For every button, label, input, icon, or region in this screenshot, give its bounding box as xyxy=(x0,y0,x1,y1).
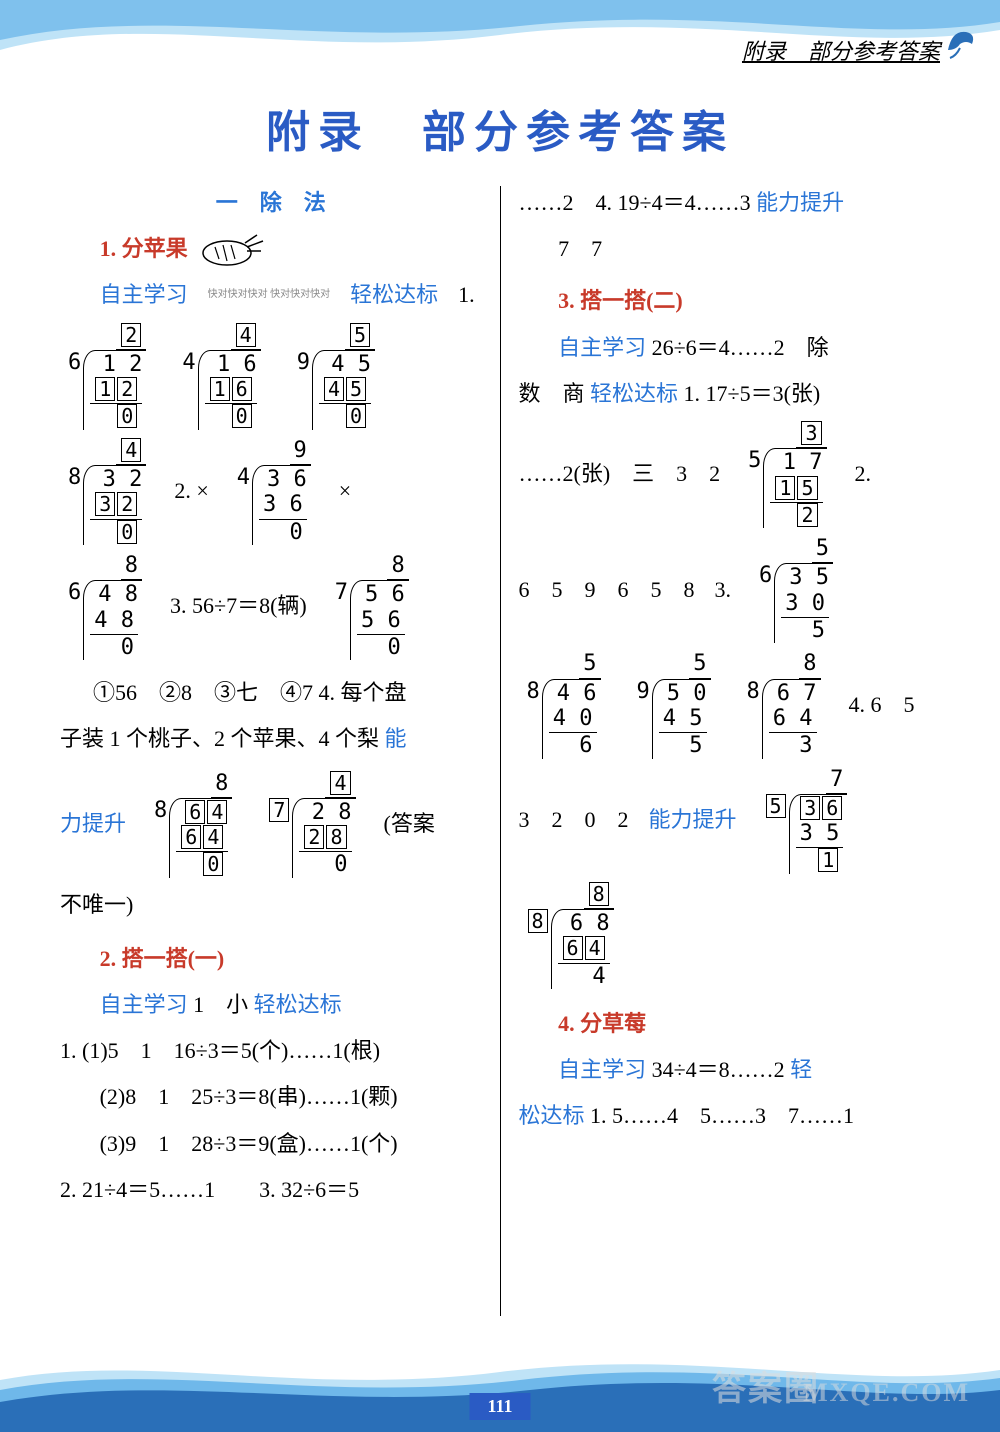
unit-title: 一 除 法 xyxy=(60,180,482,226)
bird-icon xyxy=(942,20,978,60)
r-nlts-1: 能力提升 xyxy=(756,190,844,215)
s2-a: 1 小 xyxy=(193,992,248,1017)
s3-a: 26÷6＝4……2 除 xyxy=(652,335,829,360)
q3-label: 3. xyxy=(715,567,732,613)
s4-a: 34÷4＝8……2 xyxy=(652,1057,785,1082)
label-zizhu-1: 自主学习 xyxy=(100,272,188,318)
q4-r: 4. 6 5 xyxy=(849,682,915,728)
longdiv-row-2: 483 2320 2. × 943 63 60 × xyxy=(60,434,482,549)
long-division: 8864640 xyxy=(154,771,232,878)
x2-text: × xyxy=(339,468,351,514)
r-nlts-2: 能力提升 xyxy=(649,797,737,843)
r-line2: 7 7 xyxy=(519,226,941,272)
s2-line4: 2. 21÷4＝5……1 3. 32÷6＝5 xyxy=(60,1167,482,1213)
r-line1: ……2 4. 19÷4＝4……3 xyxy=(519,190,751,215)
section-4-title: 4. 分草莓 xyxy=(558,1011,646,1036)
long-division: 472 8280 xyxy=(268,771,355,878)
long-division: 563 53 05 xyxy=(759,536,833,643)
r-row-nums: 6 5 9 6 5 8 3. 563 53 05 xyxy=(519,532,941,647)
q4-text-a: 4. 每个盘 xyxy=(319,680,407,705)
q4-text-b: 子装 1 个桃子、2 个苹果、4 个梨 xyxy=(60,726,379,751)
row-nums: 6 5 9 6 5 8 xyxy=(519,567,695,613)
longdiv-row-3: 864 84 80 3. 56÷7＝8(辆) 875 65 60 xyxy=(60,549,482,664)
row2-nums: 3 2 0 2 xyxy=(519,797,629,843)
not-unique: 不唯一) xyxy=(60,882,482,928)
watermark-text-2: MXQE.COM xyxy=(803,1378,970,1408)
long-division: 441 6160 xyxy=(182,323,260,430)
q2-tail: 2. xyxy=(855,451,872,497)
long-division: 584 64 06 xyxy=(527,651,601,758)
page-title: 附录 部分参考答案 xyxy=(266,96,734,160)
section-2-title: 2. 搭一搭(一) xyxy=(100,946,225,971)
label-zizhu-4: 自主学习 xyxy=(558,1057,646,1082)
qr-placeholder: 快对快对快对 快对快对快对 xyxy=(208,290,331,300)
label-qingsong-2: 轻松达标 xyxy=(254,992,342,1017)
s2-line2: (2)8 1 25÷3＝8(串)……1(颗) xyxy=(60,1074,482,1120)
long-division: 483 2320 xyxy=(68,438,146,545)
label-qingsong-3: 轻松达标 xyxy=(590,381,678,406)
r-row-div5: 886 8644 xyxy=(519,878,941,993)
section-3-title: 3. 搭一搭(二) xyxy=(558,288,683,313)
long-division: 875 65 60 xyxy=(335,553,409,660)
left-column: 一 除 法 1. 分苹果 自主学习 快对快对快对 快对快对快对 轻松达标 1. … xyxy=(60,180,500,1322)
s3-c: ……2(张) 三 3 2 xyxy=(519,451,721,497)
long-division: 886 8644 xyxy=(527,882,614,989)
s3-q1: 1. 17÷5＝3(张) xyxy=(684,381,821,406)
s3-b: 数 商 xyxy=(519,381,585,406)
r-row-div3: 584 64 06 595 04 55 886 76 43 4. 6 5 xyxy=(519,647,941,762)
label-songdabiao: 松达标 xyxy=(519,1103,585,1128)
s2-line1: 1. (1)5 1 16÷3＝5(个)……1(根) xyxy=(60,1028,482,1074)
q1-label: 1. xyxy=(458,272,475,318)
label-zizhu-3: 自主学习 xyxy=(558,335,646,360)
section-1-title: 1. 分苹果 xyxy=(100,236,188,261)
circled-answers: ①56 ②8 ③七 ④7 xyxy=(93,680,313,705)
longdiv-row-1: 261 2120 441 6160 594 5450 xyxy=(60,319,482,434)
r-row-div1: ……2(张) 三 3 2 351 7152 2. xyxy=(519,417,941,532)
page-number: 111 xyxy=(469,1393,530,1420)
long-division: 886 76 43 xyxy=(747,651,821,758)
q2-text: 2. × xyxy=(174,468,208,514)
label-zizhu-2: 自主学习 xyxy=(100,992,188,1017)
long-division: 943 63 60 xyxy=(237,438,311,545)
long-division: 864 84 80 xyxy=(68,553,142,660)
header-breadcrumb: 附录 部分参考答案 xyxy=(742,34,940,66)
long-division: 351 7152 xyxy=(748,421,826,528)
long-division: 595 04 55 xyxy=(637,651,711,758)
label-qingsong-1: 轻松达标 xyxy=(350,272,438,318)
qing: 轻 xyxy=(790,1057,812,1082)
li-tisheng: 力提升 xyxy=(60,801,126,847)
long-division: 75363 51 xyxy=(765,767,848,874)
answer-note: (答案 xyxy=(384,801,435,847)
s2-line3: (3)9 1 28÷3＝9(盒)……1(个) xyxy=(60,1121,482,1167)
carrot-icon xyxy=(193,231,267,271)
right-column: ……2 4. 19÷4＝4……3 能力提升 7 7 3. 搭一搭(二) 自主学习… xyxy=(501,180,941,1322)
neng: 能 xyxy=(385,726,407,751)
long-division: 261 2120 xyxy=(68,323,146,430)
s4-last: 1. 5……4 5……3 7……1 xyxy=(590,1103,854,1128)
q3-text: 3. 56÷7＝8(辆) xyxy=(170,583,307,629)
long-division: 594 5450 xyxy=(297,323,375,430)
r-row-div4: 3 2 0 2 能力提升 75363 51 xyxy=(519,763,941,878)
